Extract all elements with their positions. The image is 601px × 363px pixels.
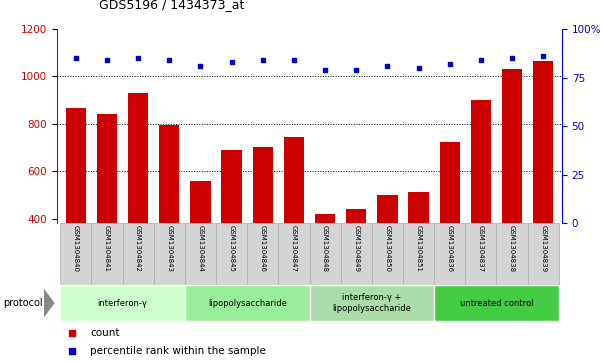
Bar	[284, 137, 304, 313]
Bar	[496, 223, 528, 285]
Bar	[185, 285, 310, 321]
Bar	[403, 223, 434, 285]
Text: GSM1304838: GSM1304838	[509, 225, 515, 272]
Bar	[310, 285, 434, 321]
Bar	[128, 93, 148, 313]
Bar	[465, 223, 496, 285]
Text: interferon-γ +
lipopolysaccharide: interferon-γ + lipopolysaccharide	[332, 293, 411, 313]
Bar	[372, 223, 403, 285]
Bar	[222, 150, 242, 313]
Bar	[409, 192, 429, 313]
Bar	[60, 223, 91, 285]
Bar	[216, 223, 247, 285]
Bar	[97, 114, 117, 313]
Text: GSM1304843: GSM1304843	[166, 225, 172, 272]
Bar	[252, 147, 273, 313]
Bar	[185, 223, 216, 285]
Bar	[528, 223, 559, 285]
Bar	[346, 209, 367, 313]
Text: GSM1304846: GSM1304846	[260, 225, 266, 272]
Text: GSM1304837: GSM1304837	[478, 225, 484, 272]
Bar	[315, 214, 335, 313]
Text: GSM1304844: GSM1304844	[198, 225, 204, 272]
Text: GSM1304840: GSM1304840	[73, 225, 79, 272]
Bar	[123, 223, 154, 285]
Text: GSM1304841: GSM1304841	[104, 225, 110, 272]
Bar	[66, 109, 86, 313]
Bar	[278, 223, 310, 285]
Bar	[341, 223, 372, 285]
Text: percentile rank within the sample: percentile rank within the sample	[90, 346, 266, 356]
Text: GSM1304839: GSM1304839	[540, 225, 546, 272]
Bar	[439, 142, 460, 313]
Bar	[60, 285, 185, 321]
Bar	[377, 195, 397, 313]
Bar	[159, 125, 180, 313]
Text: GSM1304850: GSM1304850	[385, 225, 391, 272]
Bar	[247, 223, 278, 285]
Text: interferon-γ: interferon-γ	[97, 299, 147, 307]
Bar	[154, 223, 185, 285]
Text: GSM1304847: GSM1304847	[291, 225, 297, 272]
Text: GSM1304842: GSM1304842	[135, 225, 141, 272]
Text: lipopolysaccharide: lipopolysaccharide	[208, 299, 287, 307]
Text: protocol: protocol	[3, 298, 43, 308]
Bar	[310, 223, 341, 285]
Text: GSM1304848: GSM1304848	[322, 225, 328, 272]
Bar	[191, 181, 210, 313]
Text: GSM1304849: GSM1304849	[353, 225, 359, 272]
Polygon shape	[44, 289, 55, 318]
Bar	[471, 100, 491, 313]
Text: GSM1304851: GSM1304851	[415, 225, 421, 272]
Text: untreated control: untreated control	[460, 299, 533, 307]
Bar	[434, 285, 559, 321]
Text: count: count	[90, 328, 120, 338]
Text: GSM1304845: GSM1304845	[228, 225, 234, 272]
Bar	[91, 223, 123, 285]
Text: GSM1304836: GSM1304836	[447, 225, 453, 272]
Text: GDS5196 / 1434373_at: GDS5196 / 1434373_at	[99, 0, 245, 11]
Bar	[502, 69, 522, 313]
Bar	[434, 223, 465, 285]
Bar	[533, 61, 554, 313]
